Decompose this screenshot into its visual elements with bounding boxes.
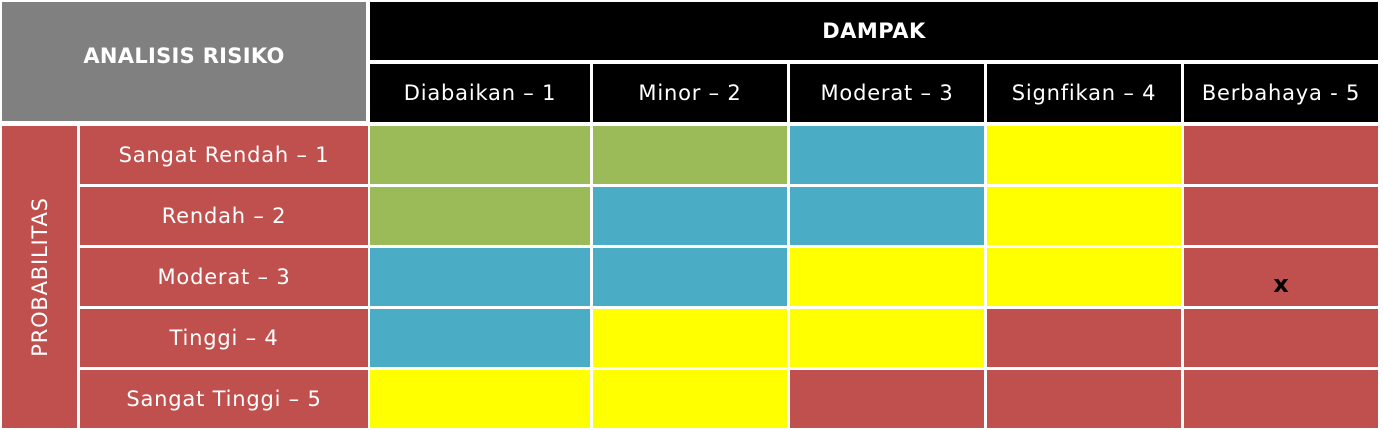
matrix-cell-p3-d4 [987, 248, 1181, 306]
impact-level-3: Moderat – 3 [790, 64, 984, 122]
impact-title: DAMPAK [822, 19, 926, 43]
probability-title: PROBABILITAS [27, 197, 52, 357]
probability-level-3: Moderat – 3 [80, 248, 368, 306]
matrix-cell-p1-d1 [370, 126, 590, 184]
matrix-cell-p5-d1 [370, 370, 590, 428]
matrix-cell-p5-d5 [1184, 370, 1378, 428]
matrix-cell-p4-d5 [1184, 309, 1378, 367]
matrix-cell-p1-d5 [1184, 126, 1378, 184]
probability-level-4: Tinggi – 4 [80, 309, 368, 367]
impact-level-1: Diabaikan – 1 [370, 64, 590, 122]
probability-level-5: Sangat Tinggi – 5 [80, 370, 368, 428]
impact-level-2: Minor – 2 [593, 64, 787, 122]
probability-level-1: Sangat Rendah – 1 [80, 126, 368, 184]
matrix-cell-p1-d4 [987, 126, 1181, 184]
matrix-cell-p4-d3 [790, 309, 984, 367]
matrix-cell-p3-d1 [370, 248, 590, 306]
matrix-cell-p2-d2 [593, 187, 787, 245]
matrix-cell-p2-d5 [1184, 187, 1378, 245]
probability-header: PROBABILITAS [2, 126, 77, 428]
matrix-cell-p4-d2 [593, 309, 787, 367]
matrix-cell-p3-d3 [790, 248, 984, 306]
matrix-cell-p2-d1 [370, 187, 590, 245]
matrix-cell-p3-d5: x [1184, 248, 1378, 306]
probability-level-2: Rendah – 2 [80, 187, 368, 245]
matrix-cell-p5-d2 [593, 370, 787, 428]
impact-level-4: Signfikan – 4 [987, 64, 1181, 122]
corner-label: ANALISIS RISIKO [83, 43, 285, 68]
corner-header: ANALISIS RISIKO [2, 2, 366, 121]
matrix-cell-p3-d2 [593, 248, 787, 306]
impact-header: DAMPAK [370, 2, 1378, 60]
impact-level-5: Berbahaya - 5 [1184, 64, 1378, 122]
matrix-cell-p1-d3 [790, 126, 984, 184]
matrix-cell-p4-d1 [370, 309, 590, 367]
matrix-cell-p5-d4 [987, 370, 1181, 428]
matrix-cell-p4-d4 [987, 309, 1181, 367]
matrix-cell-p2-d3 [790, 187, 984, 245]
matrix-cell-p5-d3 [790, 370, 984, 428]
matrix-cell-p1-d2 [593, 126, 787, 184]
risk-mark: x [1273, 270, 1289, 298]
matrix-cell-p2-d4 [987, 187, 1181, 245]
